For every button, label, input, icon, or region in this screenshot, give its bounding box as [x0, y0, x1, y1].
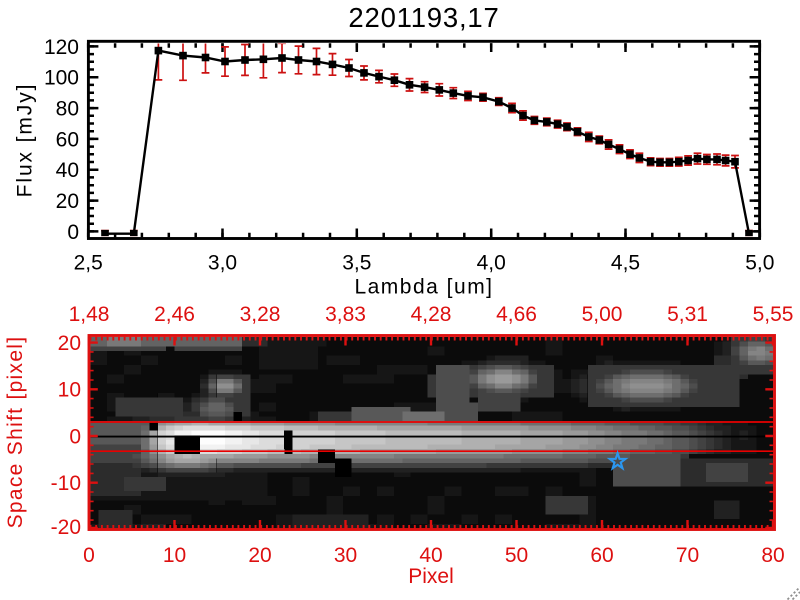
svg-text:40: 40	[419, 544, 442, 567]
svg-text:3,0: 3,0	[208, 252, 237, 275]
svg-text:100: 100	[44, 67, 79, 90]
svg-text:3,28: 3,28	[240, 303, 281, 326]
svg-text:0: 0	[83, 544, 95, 567]
svg-text:3,5: 3,5	[342, 252, 371, 275]
svg-text:70: 70	[676, 544, 699, 567]
svg-text:5,0: 5,0	[745, 252, 774, 275]
svg-text:10: 10	[58, 379, 81, 402]
svg-text:2,5: 2,5	[74, 252, 103, 275]
svg-text:2201193,17: 2201193,17	[348, 2, 499, 33]
svg-text:20: 20	[58, 332, 81, 355]
svg-text:10: 10	[163, 544, 186, 567]
svg-text:-20: -20	[51, 516, 81, 539]
svg-text:20: 20	[56, 190, 79, 213]
svg-text:Space Shift [pixel]: Space Shift [pixel]	[4, 336, 27, 529]
svg-text:5,00: 5,00	[582, 303, 623, 326]
svg-text:Lambda [um]: Lambda [um]	[354, 276, 493, 299]
svg-text:4,66: 4,66	[496, 303, 537, 326]
svg-text:0: 0	[69, 425, 81, 448]
svg-text:80: 80	[761, 544, 784, 567]
svg-text:50: 50	[505, 544, 528, 567]
svg-text:Flux [mJy]: Flux [mJy]	[14, 83, 37, 198]
svg-text:2,46: 2,46	[154, 303, 195, 326]
svg-text:120: 120	[44, 36, 79, 59]
svg-text:4,0: 4,0	[477, 252, 506, 275]
svg-text:40: 40	[56, 159, 79, 182]
svg-text:-10: -10	[51, 472, 81, 495]
svg-text:4,5: 4,5	[611, 252, 640, 275]
svg-text:3,83: 3,83	[325, 303, 366, 326]
svg-text:60: 60	[590, 544, 613, 567]
svg-text:5,55: 5,55	[753, 303, 794, 326]
svg-text:0: 0	[67, 221, 79, 244]
svg-text:4,28: 4,28	[411, 303, 452, 326]
svg-text:Pixel: Pixel	[408, 565, 454, 588]
svg-text:30: 30	[334, 544, 357, 567]
svg-text:5,31: 5,31	[667, 303, 708, 326]
svg-text:80: 80	[56, 98, 79, 121]
svg-text:20: 20	[248, 544, 271, 567]
svg-text:1,48: 1,48	[69, 303, 110, 326]
svg-text:60: 60	[56, 128, 79, 151]
